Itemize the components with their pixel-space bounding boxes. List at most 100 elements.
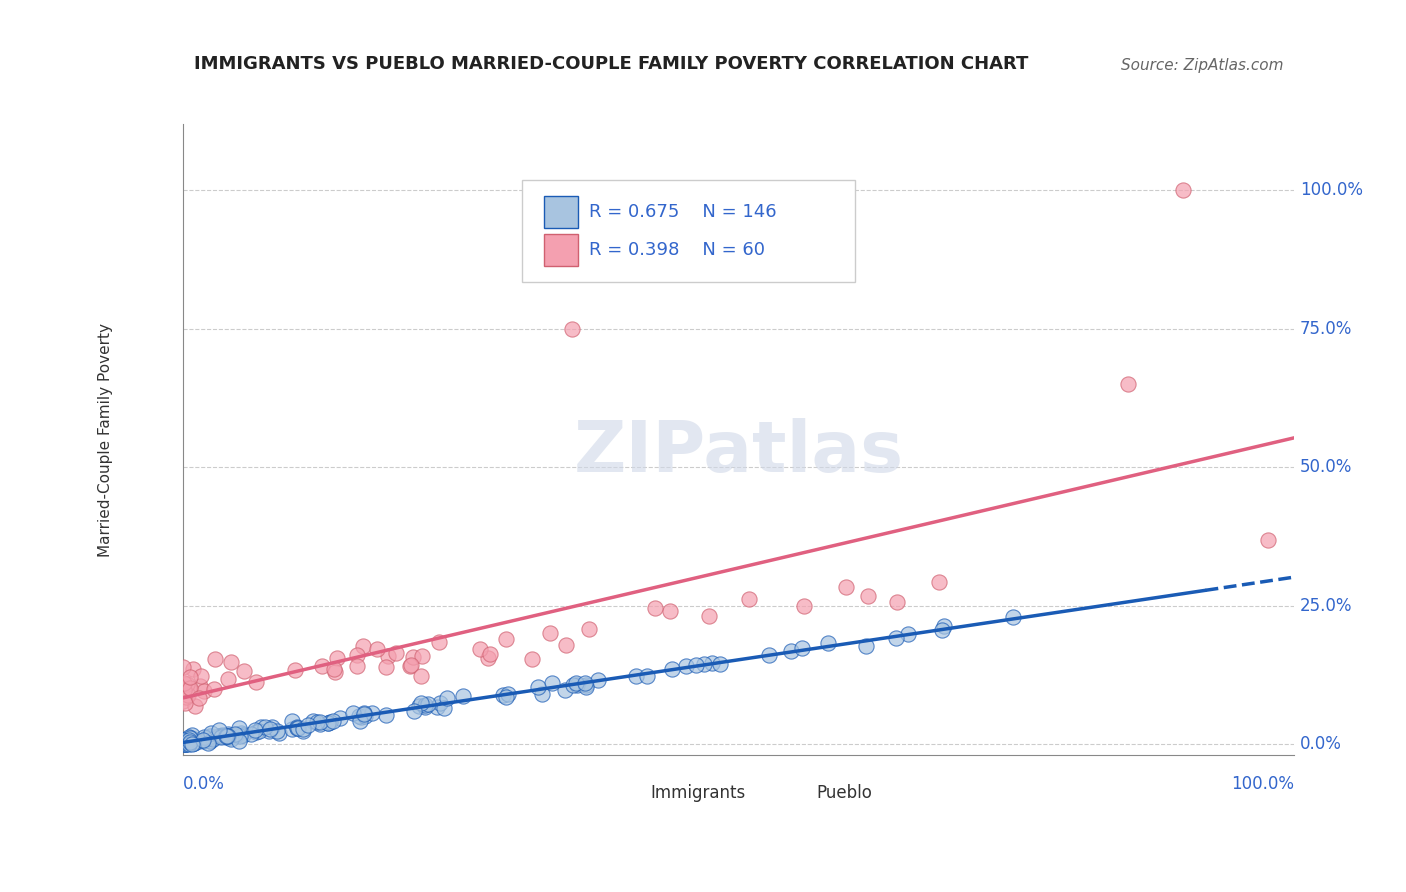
- Point: [897, 627, 920, 641]
- FancyBboxPatch shape: [544, 196, 578, 227]
- Point: [217, 672, 239, 686]
- Text: 75.0%: 75.0%: [1301, 319, 1353, 338]
- Point: [266, 724, 288, 739]
- Point: [193, 730, 215, 744]
- Point: [208, 729, 231, 743]
- Point: [245, 724, 267, 739]
- Text: R = 0.398    N = 60: R = 0.398 N = 60: [589, 241, 765, 259]
- Text: 0.0%: 0.0%: [1301, 735, 1341, 754]
- Text: Source: ZipAtlas.com: Source: ZipAtlas.com: [1121, 58, 1284, 73]
- Point: [172, 734, 194, 748]
- Point: [520, 652, 543, 666]
- Text: 100.0%: 100.0%: [1232, 775, 1295, 793]
- Point: [191, 733, 214, 747]
- Point: [835, 580, 858, 594]
- FancyBboxPatch shape: [544, 235, 578, 266]
- Point: [224, 727, 246, 741]
- Point: [211, 728, 233, 742]
- Point: [209, 730, 232, 744]
- Point: [323, 665, 346, 679]
- Point: [366, 642, 388, 657]
- Point: [411, 649, 433, 664]
- Text: R = 0.675    N = 146: R = 0.675 N = 146: [589, 203, 776, 221]
- Point: [285, 720, 308, 734]
- Point: [426, 699, 449, 714]
- Point: [187, 690, 209, 705]
- Point: [179, 730, 201, 744]
- Point: [197, 731, 219, 745]
- Point: [384, 646, 406, 660]
- Point: [179, 681, 201, 695]
- Point: [479, 647, 502, 661]
- Point: [176, 735, 198, 749]
- Point: [174, 737, 197, 751]
- Point: [208, 729, 231, 743]
- Point: [202, 682, 225, 697]
- Point: [346, 659, 368, 673]
- Point: [702, 656, 724, 670]
- Point: [287, 721, 309, 735]
- Point: [624, 669, 647, 683]
- Point: [183, 731, 205, 746]
- Point: [228, 721, 250, 735]
- Point: [259, 723, 281, 738]
- Point: [195, 731, 218, 745]
- Point: [436, 691, 458, 706]
- Point: [1002, 610, 1025, 624]
- Point: [172, 733, 194, 747]
- Point: [329, 711, 352, 725]
- Point: [184, 733, 207, 747]
- Point: [349, 714, 371, 728]
- Point: [353, 706, 375, 721]
- Point: [179, 681, 201, 696]
- Point: [232, 728, 254, 742]
- Point: [219, 730, 242, 744]
- Point: [187, 734, 209, 748]
- Point: [302, 714, 325, 728]
- Point: [574, 676, 596, 690]
- Text: 25.0%: 25.0%: [1301, 597, 1353, 615]
- Point: [281, 722, 304, 736]
- Point: [297, 717, 319, 731]
- Point: [316, 716, 339, 731]
- Point: [292, 722, 315, 736]
- Point: [495, 632, 517, 646]
- Point: [492, 688, 515, 702]
- Point: [575, 680, 598, 694]
- Text: Married-Couple Family Poverty: Married-Couple Family Poverty: [98, 323, 112, 557]
- Point: [931, 624, 953, 638]
- Point: [172, 735, 194, 749]
- Point: [197, 736, 219, 750]
- Point: [565, 676, 588, 690]
- Point: [180, 731, 202, 746]
- Point: [316, 715, 339, 730]
- Text: 100.0%: 100.0%: [1301, 181, 1362, 199]
- Point: [174, 697, 197, 711]
- Point: [415, 698, 437, 713]
- Point: [353, 707, 375, 722]
- Point: [361, 706, 384, 721]
- Point: [1257, 533, 1279, 547]
- Point: [353, 709, 375, 723]
- Point: [176, 677, 198, 691]
- Point: [211, 729, 233, 743]
- Point: [232, 665, 254, 679]
- Point: [173, 676, 195, 690]
- Point: [174, 731, 197, 746]
- Point: [884, 632, 907, 646]
- Point: [259, 723, 281, 737]
- Point: [217, 731, 239, 745]
- Point: [180, 737, 202, 751]
- Point: [541, 676, 564, 690]
- Point: [198, 734, 221, 748]
- Point: [531, 687, 554, 701]
- Point: [184, 699, 207, 714]
- Point: [179, 670, 201, 684]
- Point: [292, 724, 315, 739]
- Point: [792, 599, 814, 613]
- Point: [215, 729, 238, 743]
- Point: [350, 709, 373, 723]
- Point: [855, 639, 877, 653]
- Point: [260, 720, 283, 734]
- Point: [183, 736, 205, 750]
